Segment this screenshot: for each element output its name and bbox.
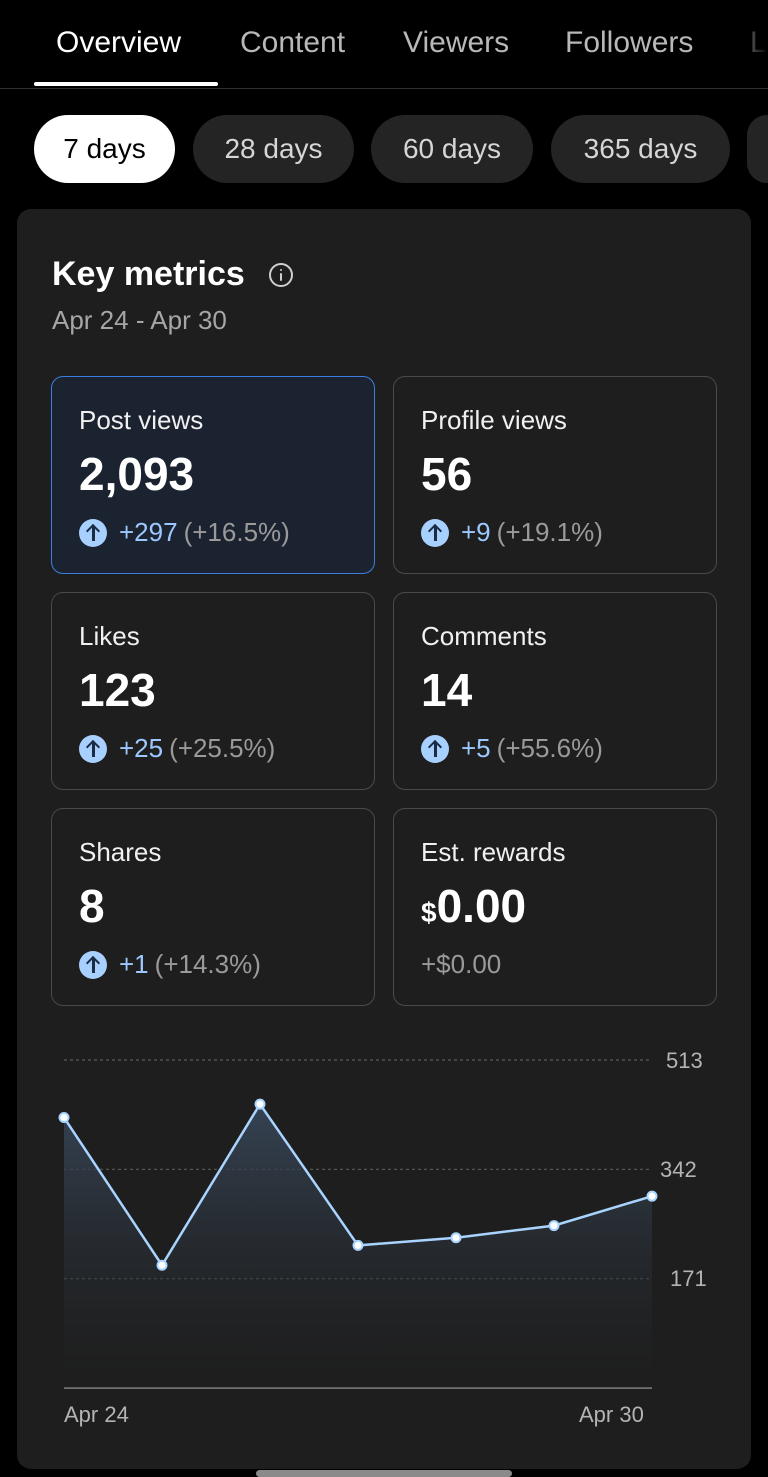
y-tick-label: 513 xyxy=(666,1048,703,1073)
metric-percent: (+14.3%) xyxy=(154,949,261,979)
data-point[interactable] xyxy=(450,1232,462,1244)
data-point[interactable] xyxy=(646,1190,658,1202)
metric-change: +297 (+16.5%) xyxy=(79,517,290,548)
metric-percent: (+55.6%) xyxy=(496,733,603,763)
metric-change: +$0.00 xyxy=(421,949,501,980)
y-tick-label: 342 xyxy=(660,1157,697,1182)
metric-label: Est. rewards xyxy=(421,837,566,867)
tab-followers[interactable]: Followers xyxy=(565,26,694,59)
metric-flat-change: +$0.00 xyxy=(421,949,502,979)
tab-overview[interactable]: Overview xyxy=(56,26,182,59)
metric-profile-views[interactable]: Profile views 56 +9 (+19.1%) xyxy=(393,376,717,574)
key-metrics-title: Key metrics xyxy=(52,255,245,293)
info-icon[interactable] xyxy=(269,263,293,287)
period-chip-28-days[interactable]: 28 days xyxy=(193,115,354,183)
metric-value: 14 xyxy=(421,664,473,716)
metric-value: 56 xyxy=(421,448,473,500)
metric-change: +5 (+55.6%) xyxy=(421,733,603,764)
metric-label: Shares xyxy=(79,837,162,867)
data-point[interactable] xyxy=(156,1259,168,1271)
metric-value: $0.00 xyxy=(421,879,526,933)
tab-content[interactable]: Content xyxy=(240,26,346,59)
metric-percent: (+19.1%) xyxy=(496,517,603,547)
metric-comments[interactable]: Comments 14 +5 (+55.6%) xyxy=(393,592,717,790)
arrow-up-icon xyxy=(79,518,107,547)
metric-label: Likes xyxy=(79,621,140,651)
metric-value-number: 0.00 xyxy=(436,880,527,932)
tab-viewers[interactable]: Viewers xyxy=(403,26,510,59)
metric-label: Post views xyxy=(79,405,204,435)
metric-change: +25 (+25.5%) xyxy=(79,733,275,764)
metric-delta: +25 xyxy=(119,733,164,763)
metric-shares[interactable]: Shares 8 +1 (+14.3%) xyxy=(51,808,375,1006)
y-tick-label: 171 xyxy=(670,1266,707,1291)
tabs-fade xyxy=(728,0,768,86)
metric-value: 2,093 xyxy=(79,448,195,500)
period-chip-365-days[interactable]: 365 days xyxy=(551,115,730,183)
metric-delta: +1 xyxy=(119,949,149,979)
active-tab-indicator xyxy=(34,82,218,86)
metric-percent: (+25.5%) xyxy=(169,733,276,763)
metric-post-views[interactable]: Post views 2,093 +297 (+16.5%) xyxy=(51,376,375,574)
period-chip-truncated[interactable] xyxy=(747,115,768,183)
chart-canvas xyxy=(58,1059,658,1389)
arrow-up-icon xyxy=(79,950,107,979)
data-point[interactable] xyxy=(58,1112,70,1124)
metric-delta: +5 xyxy=(461,733,491,763)
metric-change: +9 (+19.1%) xyxy=(421,517,603,548)
metric-value: 123 xyxy=(79,664,156,716)
metric-est-rewards[interactable]: Est. rewards $0.00 +$0.00 xyxy=(393,808,717,1006)
metric-value: 8 xyxy=(79,880,105,932)
metric-likes[interactable]: Likes 123 +25 (+25.5%) xyxy=(51,592,375,790)
currency-symbol: $ xyxy=(421,897,437,928)
period-chip-60-days[interactable]: 60 days xyxy=(371,115,533,183)
home-indicator xyxy=(256,1470,512,1477)
analytics-tabs: Overview Content Viewers Followers L xyxy=(0,0,768,89)
arrow-up-icon xyxy=(421,518,449,547)
date-range: Apr 24 - Apr 30 xyxy=(52,305,227,335)
metric-label: Comments xyxy=(421,621,547,651)
period-chip-7-days[interactable]: 7 days xyxy=(34,115,175,183)
x-tick-label: Apr 30 xyxy=(579,1402,644,1427)
metric-delta: +9 xyxy=(461,517,491,547)
metric-label: Profile views xyxy=(421,405,567,435)
data-point[interactable] xyxy=(352,1239,364,1251)
x-tick-label: Apr 24 xyxy=(64,1402,129,1427)
data-point[interactable] xyxy=(254,1098,266,1110)
data-point[interactable] xyxy=(548,1220,560,1232)
metric-delta: +297 xyxy=(119,517,178,547)
arrow-up-icon xyxy=(79,734,107,763)
arrow-up-icon xyxy=(421,734,449,763)
post-views-chart xyxy=(0,1030,768,1450)
metric-percent: (+16.5%) xyxy=(183,517,290,547)
metric-change: +1 (+14.3%) xyxy=(79,949,261,980)
